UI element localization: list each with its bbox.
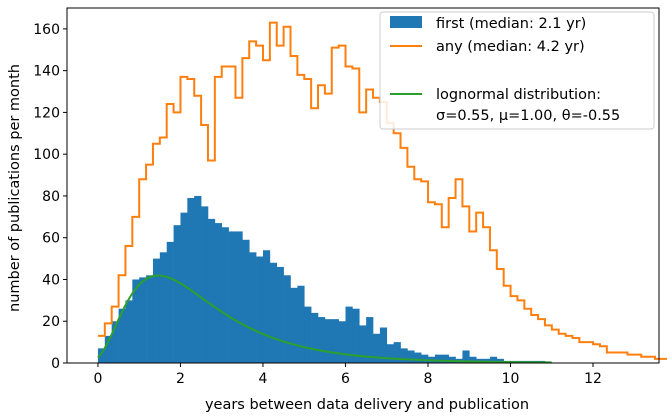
bar-first (434, 354, 443, 363)
bar-first (159, 252, 168, 363)
bar-first (214, 223, 223, 363)
x-tick-label: 12 (584, 371, 602, 387)
x-tick-label: 10 (502, 371, 520, 387)
y-tick-label: 100 (33, 147, 60, 163)
bar-first (359, 325, 367, 363)
bar-first (462, 350, 470, 363)
x-axis-label: years between data delivery and publicat… (205, 397, 529, 413)
bar-first (111, 321, 119, 363)
y-tick-label: 160 (33, 22, 60, 38)
bar-first (290, 287, 298, 363)
bar-first (304, 306, 312, 363)
bar-first (283, 275, 291, 363)
bar-first (166, 241, 174, 363)
x-tick-label: 8 (424, 371, 433, 387)
y-tick-label: 140 (33, 64, 60, 80)
bar-first (324, 319, 333, 363)
bar-first (201, 206, 209, 363)
bar-first (146, 275, 154, 363)
series-lognormal-curve (97, 274, 552, 364)
bar-first (249, 252, 257, 363)
bar-first (235, 231, 243, 363)
bar-first (331, 319, 339, 363)
bar-first (352, 308, 360, 363)
legend-label-lognormal: lognormal distribution: (436, 87, 601, 103)
x-axis: 0 2 4 6 8 10 12 (93, 363, 602, 387)
legend: first (median: 2.1 yr) any (median: 4.2 … (379, 11, 655, 130)
bar-first (97, 348, 106, 363)
y-axis-label: number of publications per month (7, 64, 23, 312)
legend-label-any: any (median: 4.2 yr) (436, 39, 585, 55)
bar-first (421, 354, 429, 363)
bar-first (173, 225, 181, 363)
y-tick-label: 60 (42, 231, 60, 247)
bar-first (393, 342, 401, 363)
bar-first (228, 231, 236, 363)
bar-first (276, 266, 284, 363)
x-tick-label: 2 (176, 371, 185, 387)
bar-first (386, 344, 394, 363)
x-tick-label: 0 (93, 371, 102, 387)
bar-first (118, 308, 126, 363)
y-tick-label: 80 (42, 189, 60, 205)
bar-first (345, 306, 353, 363)
bar-first (207, 218, 216, 363)
bar-first (407, 350, 415, 363)
bar-first (311, 312, 319, 363)
bar-first (152, 258, 161, 363)
bar-first (256, 256, 264, 363)
bar-first (414, 352, 422, 363)
legend-label-lognormal-params: σ=0.55, μ=1.00, θ=-0.55 (436, 108, 620, 124)
bar-first (366, 317, 374, 363)
x-tick-label: 4 (258, 371, 267, 387)
bar-first (379, 327, 388, 363)
y-tick-label: 40 (42, 272, 60, 288)
legend-box (379, 11, 655, 130)
bar-first (242, 239, 250, 363)
bar-first (132, 279, 140, 363)
bar-first (180, 212, 188, 363)
bar-first (441, 354, 449, 363)
plot-frame (66, 7, 660, 364)
y-tick-label: 20 (42, 314, 60, 330)
bar-first (469, 356, 477, 363)
y-axis: 0 20 40 60 80 100 120 140 160 (33, 22, 67, 372)
legend-label-first: first (median: 2.1 yr) (436, 16, 586, 32)
y-tick-label: 0 (51, 356, 60, 372)
bar-first (187, 198, 195, 363)
bar-first (338, 321, 346, 363)
x-tick-label: 6 (341, 371, 350, 387)
series-first-bars (97, 195, 546, 363)
bar-first (496, 358, 504, 363)
y-tick-label: 120 (33, 105, 60, 121)
bar-first (104, 335, 112, 363)
bar-first (269, 262, 278, 363)
bar-first (297, 285, 305, 363)
legend-swatch-first (390, 16, 422, 28)
bar-first (373, 333, 381, 363)
bar-first (221, 227, 229, 363)
bar-first (139, 277, 147, 363)
bar-first (318, 317, 326, 363)
bar-first (125, 300, 133, 363)
bar-first (448, 356, 456, 363)
bar-first (194, 195, 202, 363)
bar-first (262, 250, 271, 363)
bar-first (489, 356, 498, 363)
bar-first (400, 348, 408, 363)
